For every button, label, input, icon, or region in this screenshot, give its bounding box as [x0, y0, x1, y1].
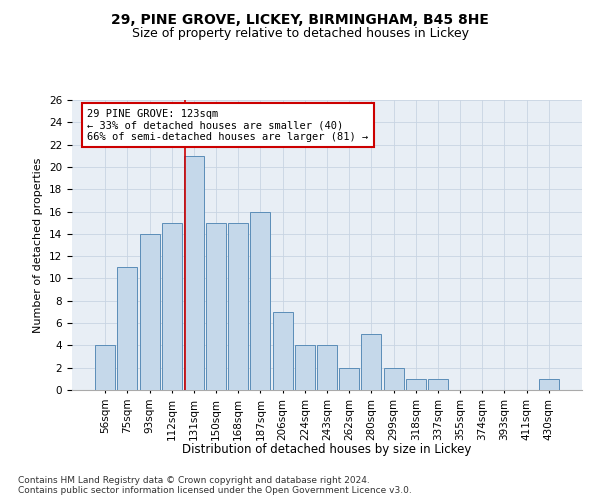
Text: Distribution of detached houses by size in Lickey: Distribution of detached houses by size … [182, 442, 472, 456]
Bar [162, 222, 182, 390]
Bar [295, 346, 315, 390]
Text: 29 PINE GROVE: 123sqm
← 33% of detached houses are smaller (40)
66% of semi-deta: 29 PINE GROVE: 123sqm ← 33% of detached … [88, 108, 368, 142]
Bar [539, 379, 559, 390]
Bar [250, 212, 271, 390]
Bar [206, 222, 226, 390]
Bar [184, 156, 204, 390]
Bar [95, 346, 115, 390]
Text: 29, PINE GROVE, LICKEY, BIRMINGHAM, B45 8HE: 29, PINE GROVE, LICKEY, BIRMINGHAM, B45 … [111, 12, 489, 26]
Bar [339, 368, 359, 390]
Bar [428, 379, 448, 390]
Bar [140, 234, 160, 390]
Bar [383, 368, 404, 390]
Bar [361, 334, 382, 390]
Bar [118, 268, 137, 390]
Bar [272, 312, 293, 390]
Text: Contains HM Land Registry data © Crown copyright and database right 2024.
Contai: Contains HM Land Registry data © Crown c… [18, 476, 412, 495]
Text: Size of property relative to detached houses in Lickey: Size of property relative to detached ho… [131, 28, 469, 40]
Y-axis label: Number of detached properties: Number of detached properties [34, 158, 43, 332]
Bar [406, 379, 426, 390]
Bar [317, 346, 337, 390]
Bar [228, 222, 248, 390]
